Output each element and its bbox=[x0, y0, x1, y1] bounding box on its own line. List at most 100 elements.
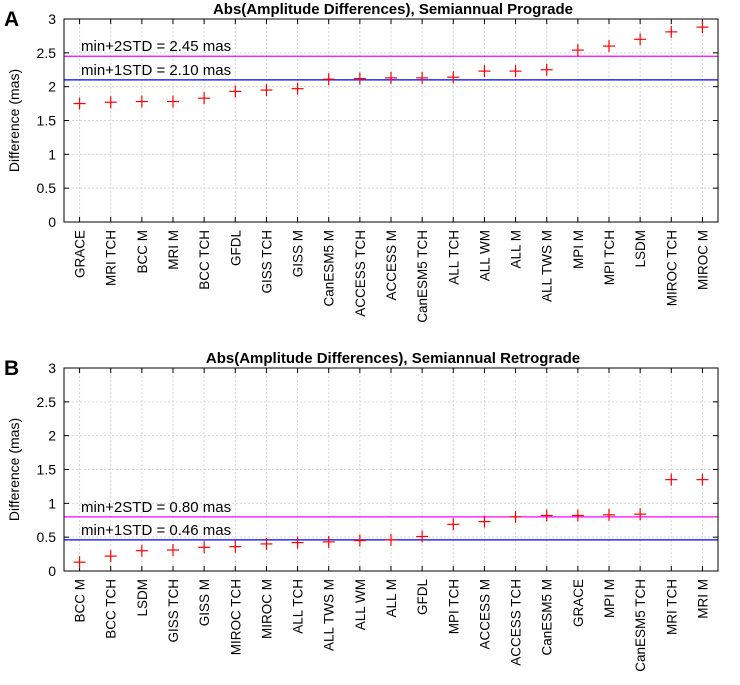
y-tick-label: 0.5 bbox=[37, 180, 57, 196]
data-point bbox=[198, 541, 211, 554]
chart-title: Abs(Amplitude Differences), Semiannual P… bbox=[213, 1, 573, 18]
y-tick-label: 1 bbox=[48, 495, 56, 511]
x-tick-label: MPI M bbox=[571, 230, 586, 269]
x-tick-label: ACCESS M bbox=[384, 230, 399, 301]
y-axis-label: Difference (mas) bbox=[6, 418, 22, 521]
y-axis-label: Difference (mas) bbox=[6, 69, 22, 172]
x-tick-label: ALL TWS M bbox=[322, 579, 337, 651]
chart-title: Abs(Amplitude Differences), Semiannual R… bbox=[206, 350, 580, 367]
data-point bbox=[665, 473, 678, 486]
data-point bbox=[135, 544, 148, 557]
y-tick-label: 0 bbox=[48, 563, 56, 579]
y-tick-label: 2 bbox=[48, 428, 56, 444]
x-tick-label: ALL TCH bbox=[291, 579, 306, 634]
x-tick-label: MPI TCH bbox=[602, 230, 617, 285]
data-point bbox=[603, 508, 615, 521]
x-tick-label: LSDM bbox=[135, 579, 150, 617]
y-tick-label: 1.5 bbox=[37, 462, 57, 478]
data-point bbox=[104, 550, 117, 563]
data-point bbox=[104, 96, 117, 109]
data-point bbox=[603, 40, 615, 53]
data-point bbox=[540, 509, 553, 522]
data-point bbox=[73, 97, 86, 110]
data-point bbox=[478, 515, 491, 528]
x-tick-label: GISS TCH bbox=[259, 230, 274, 294]
data-point bbox=[509, 510, 522, 523]
y-tick-label: 2.5 bbox=[37, 45, 57, 61]
data-point bbox=[322, 535, 335, 548]
x-tick-label: MRI TCH bbox=[104, 230, 119, 286]
data-point bbox=[291, 536, 304, 549]
x-tick-label: ALL TCH bbox=[446, 230, 461, 285]
y-tick-label: 2 bbox=[48, 79, 56, 95]
x-tick-label: MPI TCH bbox=[446, 579, 461, 634]
reference-line-label: min+1STD = 2.10 mas bbox=[81, 62, 231, 79]
x-tick-label: GRACE bbox=[571, 579, 586, 627]
data-point bbox=[167, 544, 179, 557]
data-point bbox=[540, 63, 553, 76]
x-tick-label: ALL WM bbox=[353, 579, 368, 630]
y-tick-label: 0.5 bbox=[37, 529, 57, 545]
data-point bbox=[260, 537, 273, 550]
data-point bbox=[353, 72, 366, 85]
x-tick-label: ACCESS M bbox=[477, 579, 492, 650]
y-tick-label: 1.5 bbox=[37, 113, 57, 129]
data-point bbox=[385, 533, 397, 546]
data-point bbox=[416, 71, 429, 84]
data-point bbox=[509, 65, 522, 78]
reference-line-label: min+2STD = 2.45 mas bbox=[81, 38, 231, 55]
data-point bbox=[571, 509, 584, 522]
data-point bbox=[478, 65, 491, 78]
x-tick-label: CanESM5 M bbox=[322, 230, 337, 307]
data-point bbox=[73, 556, 86, 569]
x-tick-label: BCC TCH bbox=[197, 230, 212, 290]
x-tick-label: MRI TCH bbox=[664, 579, 679, 635]
data-point bbox=[665, 25, 678, 38]
data-point bbox=[322, 73, 335, 86]
x-tick-label: MPI M bbox=[602, 579, 617, 618]
data-point bbox=[416, 530, 429, 543]
data-point bbox=[135, 95, 148, 108]
x-tick-label: GISS TCH bbox=[166, 579, 181, 643]
x-tick-label: GRACE bbox=[73, 230, 88, 278]
x-tick-label: GFDL bbox=[415, 579, 430, 615]
x-tick-label: CanESM5 TCH bbox=[415, 230, 430, 323]
data-point bbox=[634, 33, 647, 46]
data-point bbox=[291, 82, 304, 95]
x-tick-label: GISS M bbox=[197, 579, 212, 626]
data-point bbox=[571, 44, 584, 57]
x-tick-label: BCC TCH bbox=[104, 579, 119, 639]
y-tick-label: 0 bbox=[48, 214, 56, 230]
x-tick-label: GISS M bbox=[291, 230, 306, 277]
x-tick-label: ACCESS TCH bbox=[509, 579, 524, 666]
data-point bbox=[634, 508, 647, 521]
y-tick-label: 3 bbox=[48, 11, 56, 27]
x-tick-label: ALL WM bbox=[477, 230, 492, 281]
data-point bbox=[229, 85, 242, 98]
x-tick-label: ALL M bbox=[384, 579, 399, 618]
data-point bbox=[385, 71, 397, 84]
data-point bbox=[167, 95, 179, 108]
panel-letter: A bbox=[4, 8, 19, 31]
x-tick-label: BCC M bbox=[73, 579, 88, 623]
x-tick-label: MRI M bbox=[166, 230, 181, 270]
x-tick-label: MIROC M bbox=[259, 579, 274, 639]
x-tick-label: BCC M bbox=[135, 230, 150, 274]
data-point bbox=[260, 84, 273, 97]
data-point bbox=[229, 540, 242, 553]
x-tick-label: ALL TWS M bbox=[540, 230, 555, 302]
x-tick-label: MIROC M bbox=[695, 230, 710, 290]
x-tick-label: MIROC TCH bbox=[664, 230, 679, 306]
data-point bbox=[447, 71, 460, 84]
x-tick-label: CanESM5 TCH bbox=[633, 579, 648, 672]
chart-panel-a: A Abs(Amplitude Differences), Semiannual … bbox=[4, 1, 719, 323]
x-tick-label: ALL M bbox=[509, 230, 524, 269]
data-point bbox=[447, 518, 460, 531]
x-tick-label: CanESM5 M bbox=[540, 579, 555, 656]
data-point bbox=[353, 534, 366, 547]
data-point bbox=[696, 21, 709, 34]
data-point bbox=[198, 92, 211, 105]
y-tick-label: 2.5 bbox=[37, 394, 57, 410]
chart-panel-b: B Abs(Amplitude Differences), Semiannual … bbox=[4, 350, 719, 672]
y-tick-label: 3 bbox=[48, 360, 56, 376]
